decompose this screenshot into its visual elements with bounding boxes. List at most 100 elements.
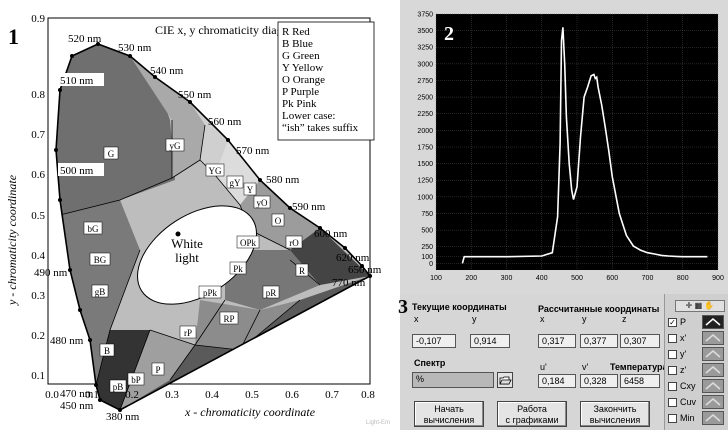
svg-text:650 nm: 650 nm <box>348 264 382 276</box>
svg-text:Y: Y <box>247 185 254 195</box>
svg-text:rP: rP <box>184 328 192 338</box>
y-tick-label: 1250 <box>417 178 433 185</box>
region-label-OPk: OPk <box>236 235 260 249</box>
x-axis-label: x - chromaticity coordinate <box>184 405 316 419</box>
svg-text:YG: YG <box>209 166 222 176</box>
svg-text:0.0: 0.0 <box>45 389 59 401</box>
calc-y-field: 0,377 <box>580 334 618 348</box>
region-label-P: P <box>151 362 165 376</box>
region-label-rO: rO <box>285 235 303 249</box>
svg-text:0.7: 0.7 <box>31 129 45 141</box>
cur-x-label: x <box>414 314 419 324</box>
svg-text:0.3: 0.3 <box>165 389 179 401</box>
svg-text:0.8: 0.8 <box>31 89 45 101</box>
browse-button[interactable] <box>497 372 513 388</box>
cie-title: CIE x, y chromaticity diagram <box>155 23 302 37</box>
x-tick-label: 500 <box>571 275 583 282</box>
svg-text:0.3: 0.3 <box>31 290 45 302</box>
series-checkbox[interactable] <box>668 398 677 407</box>
calc-x-field: 0,317 <box>538 334 576 348</box>
svg-text:450 nm: 450 nm <box>60 400 94 412</box>
grid <box>435 13 719 270</box>
svg-text:P: P <box>155 365 160 375</box>
svg-text:Lower case:: Lower case: <box>282 110 335 122</box>
series-style-swatch[interactable] <box>702 315 724 329</box>
svg-text:580 nm: 580 nm <box>266 174 300 186</box>
svg-text:bG: bG <box>88 224 100 234</box>
series-checkbox[interactable] <box>668 414 677 423</box>
svg-text:bP: bP <box>131 375 141 385</box>
locus-dots <box>54 42 372 412</box>
series-style-swatch[interactable] <box>702 411 724 425</box>
region-label-BG: BG <box>89 252 111 266</box>
crosshair-icon[interactable]: ✛ <box>685 301 693 310</box>
series-checkbox[interactable]: ✓ <box>668 318 677 327</box>
cur-y-field[interactable]: 0,914 <box>470 334 510 348</box>
series-style-swatch[interactable] <box>702 395 724 409</box>
svg-text:G Green: G Green <box>282 50 320 62</box>
graph-tools-bar[interactable]: ✛ ▦ ✋ <box>675 300 725 312</box>
svg-text:570 nm: 570 nm <box>236 145 270 157</box>
region-label-yG: yG <box>165 138 185 152</box>
svg-text:560 nm: 560 nm <box>208 116 242 128</box>
legend-box <box>277 21 375 141</box>
region-label-RP: RP <box>219 311 239 325</box>
calc-z-field: 0,307 <box>620 334 660 348</box>
series-style-swatch[interactable] <box>702 379 724 393</box>
series-checkbox[interactable] <box>668 382 677 391</box>
region-label-pB: pB <box>109 379 127 393</box>
series-checkbox[interactable] <box>668 366 677 375</box>
svg-text:P Purple: P Purple <box>282 86 319 98</box>
svg-text:rO: rO <box>289 238 299 248</box>
x-tick-label: 900 <box>712 275 724 282</box>
u-field: 0,184 <box>538 374 576 388</box>
series-checkbox-label: Cxy <box>680 381 696 391</box>
zoom-icon[interactable]: ▦ <box>694 301 703 310</box>
region-label-gB: gB <box>91 284 109 298</box>
svg-text:530 nm: 530 nm <box>118 42 152 54</box>
svg-text:0.1: 0.1 <box>85 389 99 401</box>
hand-icon[interactable]: ✋ <box>704 301 715 310</box>
y-tick-label: 250 <box>421 244 433 251</box>
y-tick-label: 750 <box>421 211 433 218</box>
start-calculation-button[interactable]: Начать вычисления <box>414 401 484 427</box>
calc-coords-title: Рассчитанные координаты <box>538 304 660 314</box>
spectrum-path-field[interactable]: % <box>412 372 494 388</box>
svg-text:Pk Pink: Pk Pink <box>282 98 317 110</box>
series-checkbox[interactable] <box>668 334 677 343</box>
series-style-swatch[interactable] <box>702 347 724 361</box>
start-line-1: Начать <box>434 404 464 414</box>
series-style-swatch[interactable] <box>702 363 724 377</box>
series-checkbox[interactable] <box>668 350 677 359</box>
svg-text:510 nm: 510 nm <box>60 75 94 87</box>
temperature-field: 6458 <box>620 374 660 388</box>
plot-work-button[interactable]: Работа с графиками <box>497 401 567 427</box>
svg-text:O Orange: O Orange <box>282 74 325 86</box>
svg-text:pPk: pPk <box>203 288 218 298</box>
panel-number-2: 2 <box>444 23 454 45</box>
y-tick-label: 3000 <box>417 61 433 68</box>
cur-y-label: y <box>472 314 477 324</box>
end-calculation-button[interactable]: Закончить вычисления <box>580 401 650 427</box>
region-label-B: B <box>99 343 115 357</box>
end-line-2: вычисления <box>589 415 641 425</box>
cur-x-field[interactable]: -0,107 <box>412 334 456 348</box>
spectrum-series-line <box>461 27 708 264</box>
u-label: u' <box>540 362 547 372</box>
svg-text:G: G <box>108 149 115 159</box>
x-axis-ticks: 0.0 0.1 0.2 0.3 0.4 0.5 0.6 0.7 0.8 <box>45 389 375 401</box>
light-label: light <box>175 250 199 265</box>
svg-text:470 nm: 470 nm <box>60 388 94 400</box>
start-line-2: вычисления <box>423 415 475 425</box>
y-tick-label: 2500 <box>417 95 433 102</box>
temperature-label: Температура <box>610 362 668 372</box>
svg-text:R Red: R Red <box>282 26 310 38</box>
series-style-swatch[interactable] <box>702 331 724 345</box>
series-checkbox-label: y' <box>680 349 687 359</box>
plot-line-2: с графиками <box>505 415 559 425</box>
region-label-yO: yO <box>253 195 271 209</box>
region-label-pPk: pPk <box>198 285 222 299</box>
svg-text:yO: yO <box>257 198 269 208</box>
region-label-YG: YG <box>205 163 225 177</box>
